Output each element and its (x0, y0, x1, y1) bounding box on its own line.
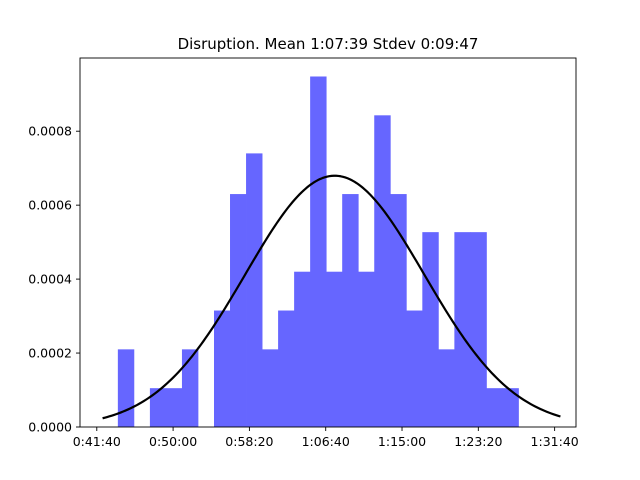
y-tick-label: 0.0000 (28, 420, 72, 435)
y-tick-label: 0.0004 (28, 272, 72, 287)
x-tick-label: 1:06:40 (302, 434, 350, 449)
histogram-bar (358, 271, 375, 427)
histogram-bar (438, 349, 455, 427)
histogram-bar (149, 388, 167, 427)
histogram-bars (117, 76, 519, 428)
histogram-bar (214, 310, 231, 427)
y-tick-label: 0.0006 (28, 198, 72, 213)
x-axis: 0:41:40 0:50:00 0:58:20 1:06:40 1:15:00 1:23:… (73, 427, 579, 449)
histogram-bar (246, 153, 263, 427)
histogram-bar (117, 349, 135, 427)
histogram-bar (470, 232, 487, 427)
histogram-bar (294, 271, 311, 427)
histogram-bar (454, 232, 471, 427)
plot-frame (79, 57, 577, 428)
x-tick-label: 0:58:20 (225, 434, 273, 449)
histogram-bar (406, 310, 423, 427)
histogram-bar (342, 194, 359, 427)
histogram-bar (230, 194, 247, 427)
histogram-bar (278, 310, 295, 427)
histogram-bar (374, 115, 391, 427)
histogram-bar (181, 349, 199, 427)
chart-title: Disruption. Mean 1:07:39 Stdev 0:09:47 (178, 35, 479, 53)
histogram-bar (310, 76, 327, 428)
normal-curve-line (102, 174, 561, 420)
y-tick-label: 0.0008 (28, 124, 72, 139)
histogram-bar (486, 388, 503, 427)
histogram-bar (502, 388, 519, 427)
x-tick-label: 0:50:00 (149, 434, 197, 449)
histogram-bar (422, 232, 439, 427)
histogram-bar (165, 388, 183, 427)
x-tick-label: 1:15:00 (378, 434, 426, 449)
x-tick-label: 0:41:40 (73, 434, 121, 449)
histogram-bar (390, 194, 407, 427)
x-tick-label: 1:23:20 (454, 434, 502, 449)
x-tick-label: 1:31:40 (531, 434, 579, 449)
y-tick-label: 0.0002 (28, 346, 72, 361)
y-axis: 0.0000 0.0002 0.0004 0.0006 0.0008 (28, 124, 80, 435)
histogram-bar (262, 349, 279, 427)
plot-area: 0:41:40 0:50:00 0:58:20 1:06:40 1:15:00 1:23:… (28, 57, 579, 449)
histogram-bar (326, 271, 343, 427)
